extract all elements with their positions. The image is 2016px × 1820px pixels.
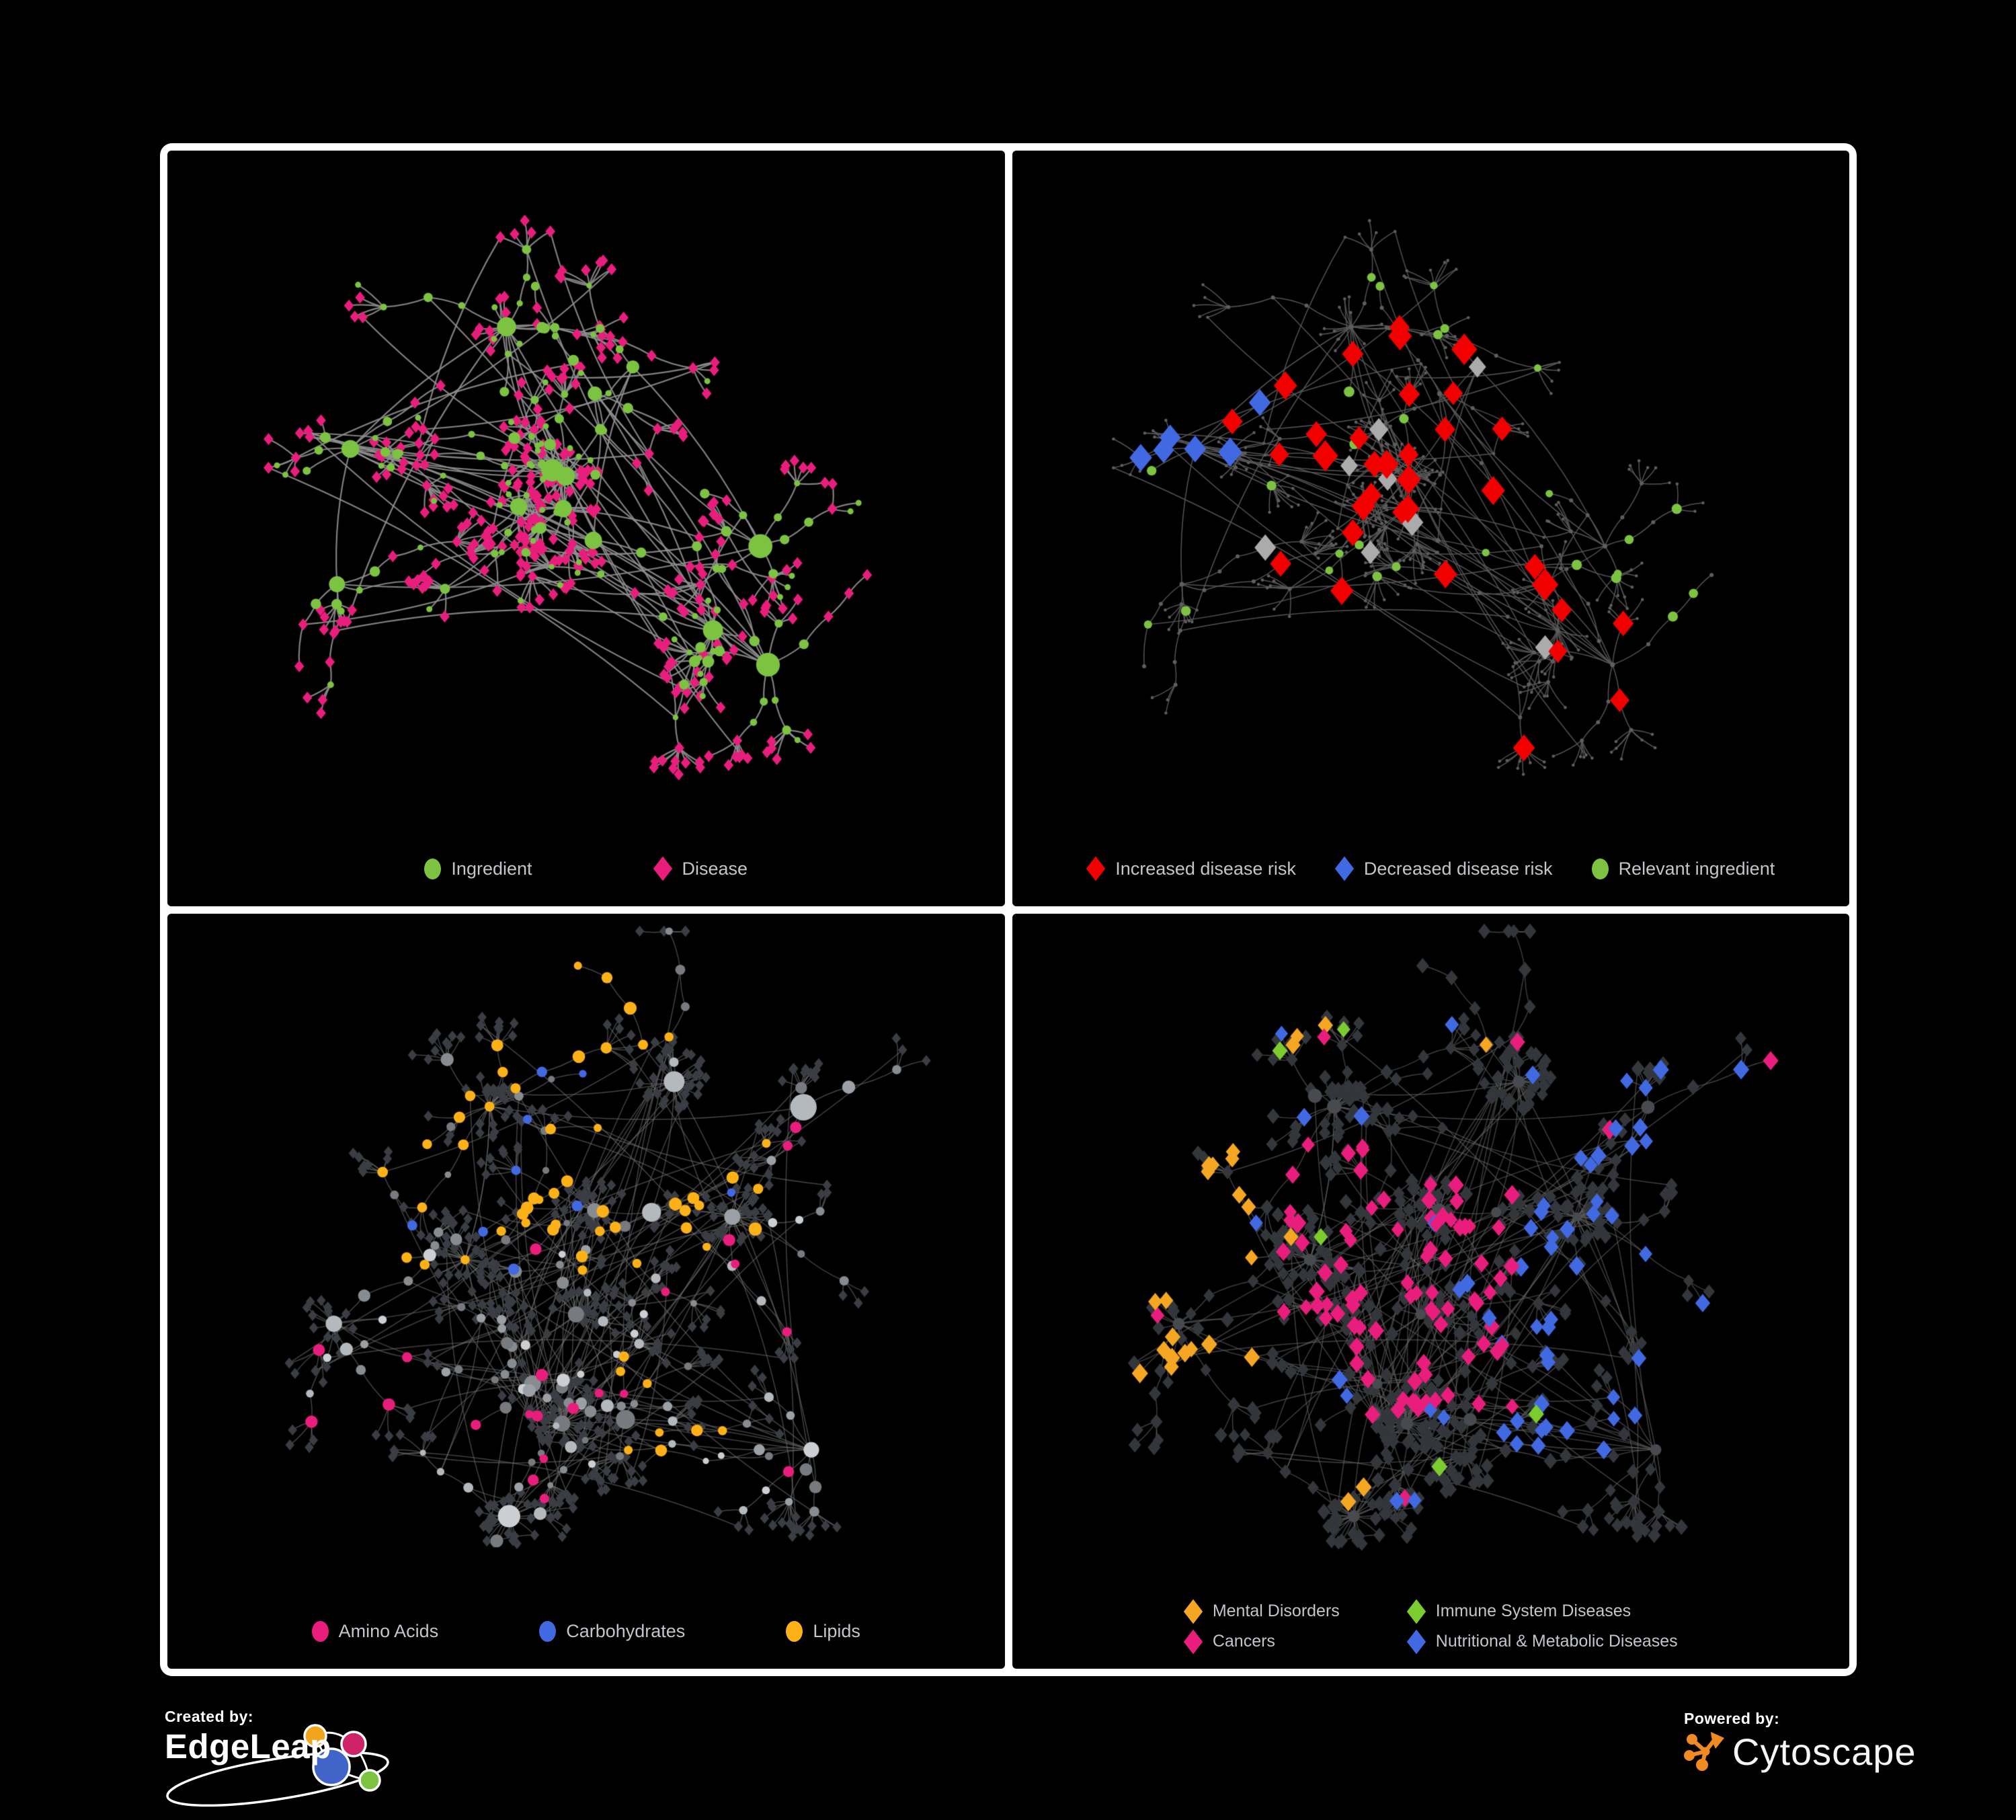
diamond-marker [1406, 1599, 1426, 1624]
legend-item-relevant-ingredient: Relevant ingredient [1591, 858, 1775, 879]
panel-disease-classes: Mental Disorders Immune System Diseases Ca… [1012, 913, 1850, 1669]
legend-label: Amino Acids [338, 1621, 439, 1641]
legend-label: Nutritional & Metabolic Diseases [1435, 1632, 1678, 1651]
powered-by-label: Powered by: [1684, 1710, 1780, 1727]
legend-item-immune-system-diseases: Immune System Diseases [1406, 1599, 1678, 1624]
network-canvas-disease-risk [1012, 151, 1849, 906]
legend-item-increased-disease-risk: Increased disease risk [1086, 856, 1296, 881]
cytoscape-wordmark: Cytoscape [1732, 1730, 1917, 1773]
created-by-block: Created by: EdgeLeap [165, 1708, 397, 1812]
panel-grid: Ingredient Disease Increased disease risk… [160, 143, 1857, 1676]
network-canvas-disease-classes [1012, 913, 1849, 1669]
edgeleap-wordmark: EdgeLeap [165, 1727, 331, 1766]
panel-nutrients: Amino Acids Carbohydrates Lipids [167, 913, 1005, 1669]
legend-disease-risk: Increased disease risk Decreased disease … [1012, 856, 1850, 881]
created-by-label: Created by: [165, 1708, 254, 1725]
legend-item-mental-disorders: Mental Disorders [1183, 1599, 1340, 1624]
legend-ingredient-disease: Ingredient Disease [167, 856, 1005, 881]
panel-ingredient-disease: Ingredient Disease [167, 151, 1005, 906]
legend-item-disease: Disease [653, 856, 748, 881]
legend-nutrients: Amino Acids Carbohydrates Lipids [167, 1621, 1005, 1642]
network-canvas-ingredient-disease [167, 151, 1005, 906]
legend-item-amino-acids: Amino Acids [311, 1621, 439, 1642]
powered-by-block: Powered by: Cytoscape [1684, 1710, 1917, 1774]
circle-marker [539, 1621, 557, 1642]
edgeleap-node-green [358, 1769, 381, 1792]
edgeleap-node-blue [312, 1747, 351, 1786]
cytoscape-logo-icon [1684, 1732, 1724, 1771]
legend-item-nutritional-metabolic-diseases: Nutritional & Metabolic Diseases [1406, 1629, 1678, 1654]
legend-label: Relevant ingredient [1618, 858, 1775, 879]
legend-label: Mental Disorders [1212, 1601, 1340, 1620]
circle-marker [1591, 858, 1609, 879]
legend-label: Immune System Diseases [1435, 1601, 1631, 1620]
edgeleap-node-pink [340, 1731, 367, 1757]
legend-label: Increased disease risk [1115, 858, 1296, 879]
legend-disease-classes: Mental Disorders Immune System Diseases Ca… [1012, 1599, 1850, 1654]
legend-item-carbohydrates: Carbohydrates [539, 1621, 685, 1642]
legend-label: Disease [682, 858, 748, 879]
legend-item-ingredient: Ingredient [424, 858, 532, 879]
circle-marker [424, 858, 442, 879]
circle-marker [786, 1621, 803, 1642]
legend-label: Lipids [813, 1621, 860, 1641]
legend-label: Carbohydrates [566, 1621, 686, 1641]
diamond-marker [1086, 856, 1106, 881]
diamond-marker [1406, 1629, 1426, 1654]
diamond-marker [1183, 1629, 1203, 1654]
legend-item-decreased-disease-risk: Decreased disease risk [1334, 856, 1553, 881]
legend-label: Decreased disease risk [1363, 858, 1553, 879]
legend-item-cancers: Cancers [1183, 1629, 1340, 1654]
diamond-marker [1183, 1599, 1203, 1624]
edgeleap-logo [166, 1724, 389, 1807]
legend-label: Ingredient [451, 858, 532, 879]
diamond-marker [1334, 856, 1355, 881]
circle-marker [311, 1621, 329, 1642]
diamond-marker [653, 856, 672, 881]
legend-item-lipids: Lipids [786, 1621, 860, 1642]
edgeleap-node-orange [303, 1724, 327, 1748]
legend-label: Cancers [1212, 1632, 1275, 1651]
panel-disease-risk: Increased disease risk Decreased disease … [1012, 151, 1850, 906]
network-canvas-nutrients [167, 913, 1005, 1669]
